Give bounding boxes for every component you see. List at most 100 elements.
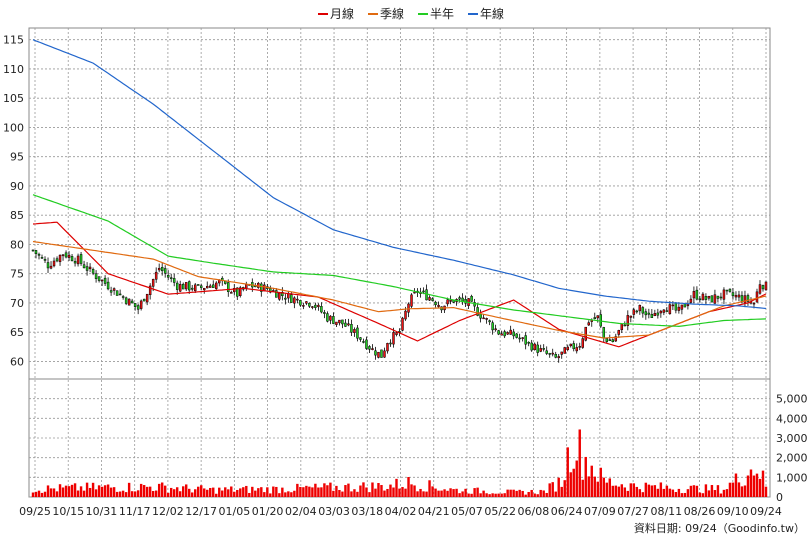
volume-bar (422, 491, 425, 497)
candle-body (55, 258, 59, 262)
candle-body (752, 302, 756, 305)
volume-bar (350, 491, 353, 497)
candle-body (758, 284, 762, 294)
volume-bar (680, 493, 684, 497)
candle-body (284, 297, 287, 300)
price-tick-label: 85 (10, 209, 24, 222)
candle-body (124, 297, 128, 304)
price-tick-label: 65 (10, 326, 24, 339)
volume-bar (242, 487, 245, 497)
volume-bar (620, 484, 624, 497)
candle-body (326, 313, 329, 322)
volume-bar (635, 486, 639, 497)
candle-body (37, 253, 41, 256)
date-tick-label: 03/03 (318, 505, 350, 518)
volume-bar (743, 485, 747, 497)
candle-body (278, 292, 281, 300)
volume-bar (172, 489, 176, 497)
volume-bar (299, 486, 302, 497)
date-tick-label: 01/05 (219, 505, 251, 518)
candle-body (638, 304, 642, 312)
volume-bar (160, 482, 164, 497)
volume-bar (584, 456, 587, 497)
candle-body (142, 298, 146, 302)
candle-body (275, 290, 278, 298)
volume-bar (320, 487, 323, 497)
candle-body (677, 306, 681, 311)
candle-body (127, 298, 131, 306)
volume-bar (512, 489, 515, 497)
volume-bar (590, 465, 593, 497)
volume-bar (737, 482, 741, 497)
candle-body (323, 312, 326, 314)
volume-bar (49, 488, 53, 497)
candle-body (524, 335, 527, 345)
candle-body (557, 356, 560, 359)
candle-body (302, 305, 305, 307)
candle-body (296, 298, 299, 301)
candle-body (626, 315, 630, 326)
volume-bar (88, 487, 92, 497)
candle-body (641, 307, 645, 314)
volume-bar (82, 490, 86, 497)
candle-body (437, 304, 440, 307)
candle-body (587, 322, 590, 326)
volume-bar (332, 490, 335, 497)
candle-body (160, 267, 164, 272)
candle-body (389, 342, 392, 345)
volume-bar (136, 490, 140, 497)
candle-body (341, 319, 344, 325)
volume-bar (311, 487, 314, 497)
candle-body (515, 333, 518, 338)
volume-bar (398, 488, 401, 497)
volume-bar (545, 492, 548, 497)
volume-bar (707, 490, 711, 497)
volume-bar (266, 487, 269, 497)
candle-body (290, 294, 293, 303)
candle-body (584, 326, 587, 341)
volume-bar (227, 489, 230, 497)
candle-body (668, 304, 672, 314)
volume-bar (488, 494, 491, 497)
volume-bar (716, 485, 720, 497)
candle-body (401, 317, 404, 331)
candle-body (230, 292, 233, 294)
volume-bar (67, 486, 71, 497)
candle-body (148, 285, 152, 296)
volume-bar (284, 492, 287, 497)
volume-bar (518, 489, 521, 497)
volume-bar (515, 490, 518, 497)
volume-bar (233, 491, 236, 497)
candle-body (512, 331, 515, 337)
candle-body (85, 266, 89, 271)
candle-body (287, 293, 290, 299)
volume-bar (103, 485, 107, 497)
moving-average-line (32, 39, 767, 310)
candle-body (368, 346, 371, 350)
volume-bar (236, 489, 239, 497)
candle-body (608, 339, 612, 341)
volume-bar (64, 485, 68, 497)
candle-body (199, 285, 203, 288)
volume-bar (665, 485, 669, 497)
volume-bar (728, 482, 732, 497)
volume-bar (269, 493, 272, 497)
volume-bar (548, 483, 551, 497)
candle-body (530, 342, 533, 351)
candle-body (656, 312, 660, 316)
volume-bar (677, 488, 681, 497)
chart-grid (28, 27, 771, 498)
volume-bar (97, 485, 101, 497)
candle-body (79, 254, 83, 264)
candle-body (64, 252, 68, 258)
candle-body (653, 313, 657, 316)
volume-bar (572, 468, 575, 497)
candle-body (611, 339, 615, 343)
volume-bar (341, 491, 344, 497)
candle-body (644, 311, 648, 316)
candle-body (575, 347, 578, 352)
volume-bar (106, 484, 110, 497)
candle-body (209, 285, 212, 288)
candle-body (533, 343, 536, 351)
